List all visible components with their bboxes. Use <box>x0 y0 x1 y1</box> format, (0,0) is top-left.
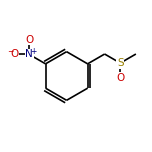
Text: O: O <box>25 35 33 45</box>
Text: +: + <box>30 47 37 56</box>
Text: O: O <box>116 73 124 83</box>
Text: O: O <box>10 49 18 59</box>
Text: N: N <box>25 49 33 59</box>
Text: S: S <box>117 58 124 68</box>
Text: −: − <box>7 47 14 56</box>
